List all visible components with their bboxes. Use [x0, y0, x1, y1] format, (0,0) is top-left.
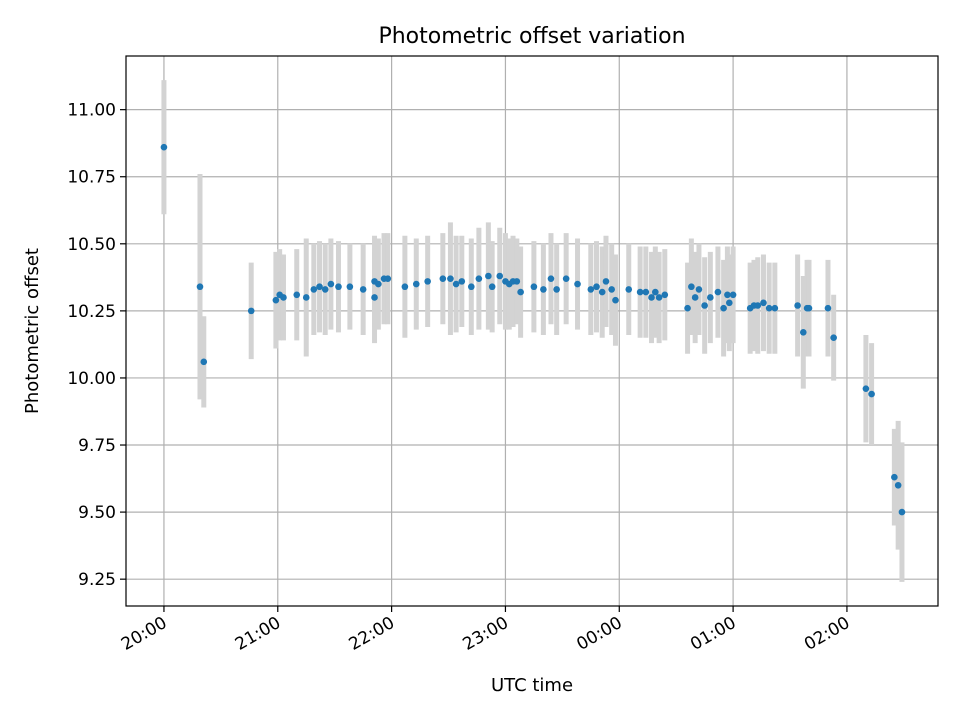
data-point: [458, 278, 466, 285]
data-point: [608, 286, 615, 293]
data-point: [475, 275, 483, 282]
data-point: [598, 288, 606, 296]
data-point: [688, 283, 695, 291]
data-point: [830, 334, 837, 342]
data-point: [593, 283, 600, 291]
data-point: [805, 304, 813, 312]
data-point: [691, 294, 699, 301]
data-point: [754, 302, 762, 309]
data-point: [160, 143, 168, 151]
data-point: [799, 329, 807, 336]
data-point: [612, 296, 619, 304]
data-point: [335, 283, 342, 291]
data-point: [661, 291, 669, 299]
data-point: [384, 275, 392, 282]
y-tick-label: 10.25: [67, 302, 116, 322]
data-point: [310, 286, 318, 293]
y-tick-label: 9.75: [78, 436, 116, 456]
data-point: [562, 275, 570, 282]
data-point: [293, 291, 301, 299]
data-point: [760, 299, 767, 307]
data-point: [547, 275, 555, 282]
x-axis-label: UTC time: [491, 675, 573, 696]
data-point: [272, 296, 280, 304]
data-point: [196, 283, 204, 291]
data-point: [302, 294, 310, 301]
data-point: [200, 358, 208, 366]
data-point: [359, 286, 367, 293]
data-point: [720, 304, 727, 312]
data-point: [794, 302, 801, 309]
data-point: [371, 294, 378, 301]
data-point: [327, 280, 335, 288]
data-point: [602, 278, 610, 285]
data-point: [540, 286, 547, 293]
data-point: [771, 304, 779, 312]
data-point: [513, 278, 521, 285]
data-point: [729, 291, 737, 299]
y-tick-label: 9.25: [78, 570, 116, 590]
data-point: [467, 283, 475, 291]
data-point: [517, 288, 524, 296]
data-point: [447, 275, 454, 282]
data-point: [424, 278, 431, 285]
chart-title: Photometric offset variation: [378, 24, 685, 49]
y-tick-label: 10.00: [67, 369, 116, 389]
y-axis-ticks: 9.25 9.50 9.75 10.00 10.25 10.50 10.75 11.00: [67, 101, 126, 590]
data-point: [652, 288, 659, 296]
data-point: [648, 294, 655, 301]
data-point: [587, 286, 595, 293]
data-point: [485, 272, 492, 280]
data-point: [280, 294, 287, 301]
y-tick-label: 10.50: [67, 235, 116, 255]
data-point: [488, 283, 496, 291]
data-point: [346, 283, 354, 291]
data-point: [530, 283, 538, 291]
data-point: [655, 294, 663, 301]
data-point: [625, 286, 633, 293]
data-point: [714, 288, 722, 296]
data-point: [707, 294, 714, 301]
data-point: [412, 280, 420, 288]
plot-frame: [125, 55, 939, 607]
data-point: [439, 275, 447, 282]
data-point: [824, 304, 832, 312]
y-tick-label: 9.50: [78, 503, 116, 523]
data-point: [701, 302, 708, 309]
data-point: [401, 283, 409, 291]
y-axis-label: Photometric offset: [22, 248, 43, 414]
data-point: [452, 280, 460, 288]
data-point: [726, 299, 733, 307]
data-point: [724, 291, 731, 299]
data-point: [894, 481, 902, 489]
data-point: [247, 307, 255, 315]
data-point: [642, 288, 650, 296]
data-point: [574, 280, 581, 288]
data-point: [684, 304, 691, 312]
data-point: [496, 272, 504, 280]
y-tick-label: 11.00: [67, 101, 116, 121]
data-point: [898, 508, 906, 516]
data-point: [553, 286, 560, 293]
data-point: [321, 286, 329, 293]
data-point: [868, 390, 875, 398]
data-point: [891, 473, 898, 481]
data-point: [765, 304, 773, 312]
data-points: [160, 143, 906, 516]
data-point: [636, 288, 644, 296]
data-point: [862, 385, 870, 392]
data-point: [695, 286, 703, 293]
y-tick-label: 10.75: [67, 168, 116, 188]
data-point: [375, 280, 382, 288]
data-point: [316, 283, 323, 291]
